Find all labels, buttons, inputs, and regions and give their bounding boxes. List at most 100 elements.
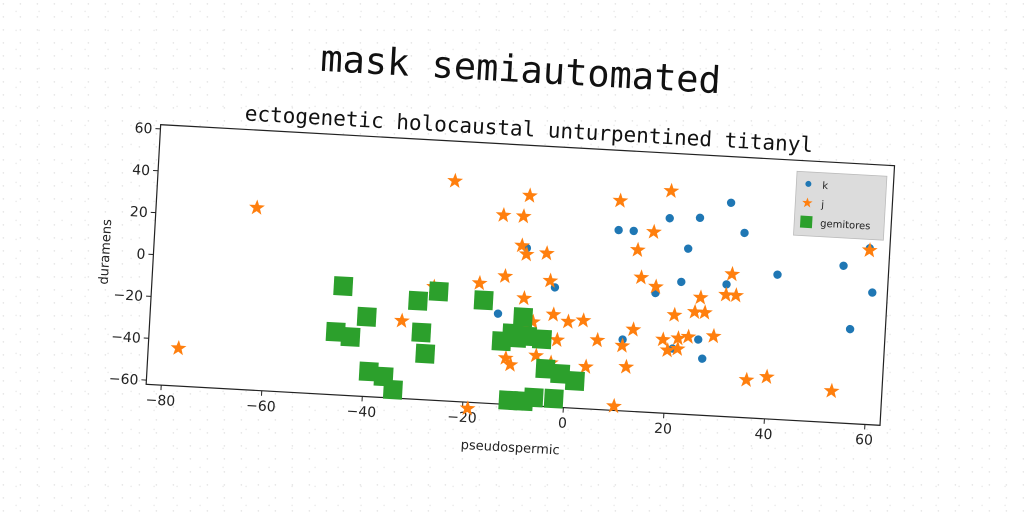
data-point-star <box>589 331 606 348</box>
data-point-star <box>686 303 703 320</box>
data-point-star <box>861 242 878 258</box>
data-point-circle <box>722 280 731 289</box>
data-point-circle <box>868 288 877 297</box>
data-point-star <box>655 331 671 347</box>
data-point-circle <box>614 225 623 235</box>
plot-frame <box>145 124 896 426</box>
data-point-circle <box>493 309 503 318</box>
data-point-star <box>625 321 642 337</box>
y-tick-label: −20 <box>113 287 143 305</box>
data-point-star <box>659 342 676 358</box>
data-point-star <box>447 172 464 189</box>
data-point-star <box>646 223 662 240</box>
data-point-square <box>564 370 585 391</box>
data-point-circle <box>683 244 693 253</box>
data-point-square <box>408 290 429 311</box>
data-point-star <box>606 397 622 414</box>
data-point-star <box>545 306 562 322</box>
data-point-star <box>560 313 577 329</box>
legend-box <box>793 170 888 241</box>
x-tick-label: 40 <box>754 426 773 443</box>
data-point-circle <box>845 324 855 334</box>
y-axis-label: duramens <box>97 219 116 285</box>
data-point-circle <box>773 270 782 279</box>
data-point-circle <box>726 198 736 207</box>
data-point-circle <box>695 213 705 223</box>
data-point-square <box>356 306 377 327</box>
data-point-square <box>411 322 432 343</box>
data-point-star <box>724 265 741 282</box>
x-tick-label: 20 <box>654 421 673 438</box>
data-point-star <box>170 339 187 356</box>
data-point-circle <box>694 335 703 344</box>
y-tick-label: 20 <box>129 204 148 221</box>
data-point-square <box>428 281 449 302</box>
data-point-star <box>705 327 722 344</box>
x-axis-label: pseudospermic <box>460 438 560 459</box>
data-point-star <box>669 340 686 356</box>
data-point-star <box>542 272 559 288</box>
data-point-square <box>473 290 494 311</box>
data-point-square <box>531 329 552 350</box>
data-point-square <box>340 326 361 347</box>
data-point-star <box>515 208 532 224</box>
y-tick-label: −60 <box>108 371 138 389</box>
x-tick-label: −60 <box>246 398 276 416</box>
data-point-star <box>758 368 775 384</box>
data-point-square <box>550 363 571 384</box>
x-tick-label: −80 <box>145 392 175 410</box>
data-point-star <box>459 400 476 416</box>
data-point-circle <box>740 228 749 238</box>
data-point-star <box>618 358 635 375</box>
data-point-star <box>633 269 650 285</box>
legend-label: j <box>820 200 824 211</box>
x-tick-label: −20 <box>447 409 477 427</box>
data-point-square <box>523 387 544 408</box>
chart-suptitle: mask semiautomated <box>319 37 722 102</box>
data-point-star <box>663 182 680 199</box>
data-point-star <box>394 312 410 328</box>
data-point-star <box>612 192 629 208</box>
data-point-star <box>728 287 745 303</box>
legend-marker-gemitores <box>799 215 813 229</box>
data-point-square <box>333 276 354 297</box>
data-point-star <box>518 246 535 262</box>
data-point-star <box>528 347 545 363</box>
data-point-square <box>382 379 403 400</box>
data-point-star <box>697 304 713 320</box>
data-point-star <box>823 382 840 399</box>
data-point-circle <box>629 226 638 236</box>
data-point-circle <box>698 354 707 363</box>
x-tick-label: 0 <box>558 415 568 431</box>
y-tick-label: 0 <box>136 247 146 263</box>
data-point-star <box>578 358 594 374</box>
data-point-square <box>516 326 538 347</box>
data-point-square <box>543 388 564 409</box>
data-point-star <box>497 349 514 366</box>
data-point-star <box>471 274 488 291</box>
data-point-star <box>522 187 538 203</box>
data-point-star <box>514 237 531 253</box>
data-point-square <box>358 361 379 382</box>
data-point-star <box>516 289 533 306</box>
data-point-star <box>680 328 697 344</box>
series-k <box>493 198 877 363</box>
data-point-square <box>535 358 556 379</box>
data-point-star <box>629 241 646 258</box>
legend: kj gemitores <box>793 170 888 241</box>
plot-area <box>145 124 896 426</box>
legend-label: gemitores <box>820 219 871 233</box>
series-gemitores <box>325 276 585 412</box>
data-point-star <box>495 206 512 223</box>
data-point-star <box>249 199 265 215</box>
series-layer <box>170 172 878 416</box>
data-point-star <box>718 286 734 302</box>
data-point-star <box>692 289 709 305</box>
data-point-star <box>497 267 514 284</box>
data-point-star <box>648 278 664 294</box>
data-point-star <box>614 337 631 353</box>
data-point-star <box>539 245 555 261</box>
data-point-star <box>502 356 519 372</box>
data-point-star <box>549 331 566 348</box>
data-point-circle <box>839 261 848 270</box>
